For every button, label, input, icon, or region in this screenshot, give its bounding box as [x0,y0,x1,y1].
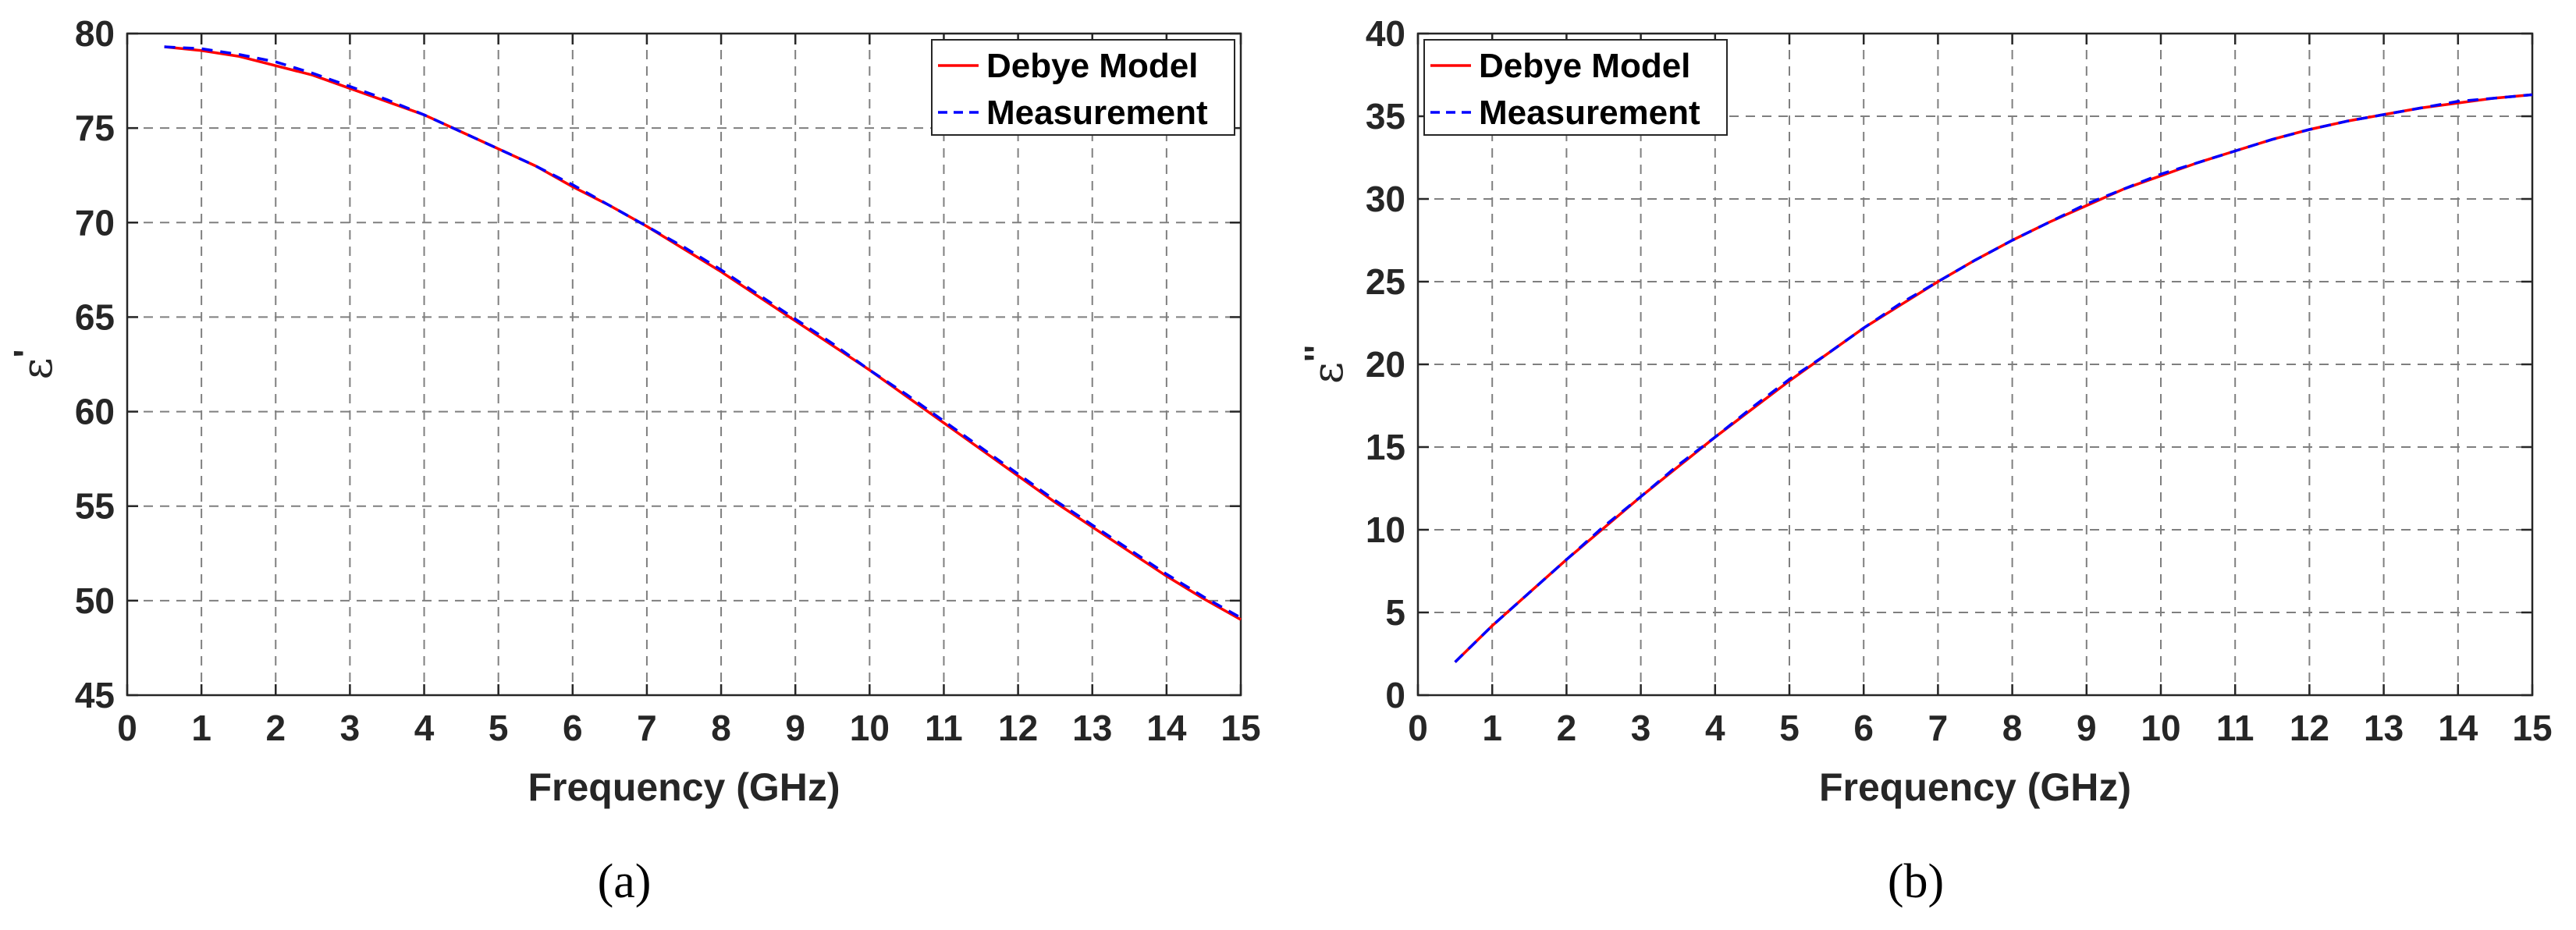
chart-0-ytick-label-1: 50 [75,580,115,621]
chart-0-ytick-label-7: 80 [75,13,115,54]
chart-0-xlabel: Frequency (GHz) [528,765,840,809]
chart-0-xtick-label-5: 5 [489,708,509,748]
chart-0-ytick-label-5: 70 [75,202,115,243]
chart-1-xtick-label-13: 13 [2364,708,2404,748]
chart-0-xtick-label-13: 13 [1072,708,1112,748]
chart-1-ylabel-symbol: ε [1303,362,1352,384]
chart-0-ylabel-symbol: ε [12,357,62,379]
chart-0-series-0-line [164,45,1242,621]
chart-1-panel-label: (b) [1888,855,1944,908]
chart-1-ytick-label-5: 25 [1366,261,1405,302]
chart-0-xtick-label-1: 1 [191,708,211,748]
chart-0-xtick-label-7: 7 [637,708,657,748]
chart-0-legend-label-1: Measurement [986,94,1208,132]
chart-1-xlabel: Frequency (GHz) [1819,765,2131,809]
chart-1-legend-label-1: Measurement [1479,94,1700,132]
chart-0-legend-label-0: Debye Model [986,47,1198,85]
chart-1-xtick-label-9: 9 [2077,708,2097,748]
chart-1-ytick-label-3: 15 [1366,427,1405,467]
chart-1-series-1-line [1454,93,2533,663]
chart-0-xtick-label-3: 3 [340,708,361,748]
chart-0-xtick-label-9: 9 [785,708,805,748]
chart-1-xtick-label-12: 12 [2290,708,2329,748]
chart-0-ytick-label-4: 65 [75,296,115,337]
chart-0-xtick-label-2: 2 [265,708,286,748]
chart-1-ylabel-mark: '' [1297,345,1338,362]
chart-1-xtick-label-3: 3 [1631,708,1651,748]
chart-1: 0 1 2 3 4 5 6 7 8 9 10 11 12 13 14 150510152025303540Fr… [1297,13,2553,809]
chart-1-xtick-label-1: 1 [1482,708,1502,748]
chart-0: 0 1 2 3 4 5 6 7 8 9 10 11 12 13 14 154550556065707580Fr… [6,13,1261,809]
chart-0-xtick-label-8: 8 [711,708,731,748]
chart-1-ytick-label-1: 5 [1385,592,1405,633]
chart-0-legend-box [931,39,1235,136]
chart-1-legend-label-0: Debye Model [1479,47,1690,85]
chart-1-ytick-label-7: 35 [1366,96,1405,137]
chart-0-ytick-label-6: 75 [75,108,115,148]
chart-0-xtick-label-10: 10 [850,708,890,748]
chart-1-legend: Debye Model Measurement [1423,39,1728,136]
chart-1-xtick-label-8: 8 [2002,708,2023,748]
chart-0-panel-label: (a) [598,855,652,908]
chart-0-frame [126,32,1242,697]
chart-1-xtick-label-5: 5 [1779,708,1800,748]
chart-0-ylabel-mark: ' [6,350,47,358]
chart-0-xtick-label-12: 12 [998,708,1038,748]
chart-0-legend: Debye Model Measurement [931,39,1235,136]
chart-1-xtick-label-6: 6 [1853,708,1874,748]
chart-1-legend-box [1423,39,1728,136]
chart-0-xtick-label-4: 4 [414,708,435,748]
chart-0-ytick-label-2: 55 [75,486,115,527]
chart-1-ytick-label-4: 20 [1366,344,1405,385]
chart-0-xtick-label-11: 11 [925,708,963,748]
chart-1-ytick-label-8: 40 [1366,13,1405,54]
chart-1-ylabel: ε'' [1297,345,1352,384]
chart-0-xtick-label-0: 0 [117,708,137,748]
chart-0-ytick-label-0: 45 [75,675,115,715]
chart-0-series-1-line [164,45,1242,619]
chart-1-xtick-label-11: 11 [2216,708,2254,748]
chart-1-xtick-label-15: 15 [2512,708,2552,748]
chart-0-ytick-label-3: 60 [75,392,115,432]
chart-1-xtick-label-0: 0 [1408,708,1428,748]
chart-0-ylabel: ε' [6,350,62,380]
chart-1-xtick-label-4: 4 [1705,708,1725,748]
chart-1-ytick-label-0: 0 [1385,675,1405,715]
chart-1-xtick-label-7: 7 [1928,708,1949,748]
chart-0-xtick-label-6: 6 [563,708,583,748]
chart-1-ytick-label-6: 30 [1366,179,1405,219]
chart-0-xtick-label-15: 15 [1220,708,1260,748]
chart-0-xtick-label-14: 14 [1146,708,1187,748]
chart-1-xtick-label-2: 2 [1557,708,1577,748]
chart-1-xtick-label-10: 10 [2141,708,2180,748]
chart-1-xtick-label-14: 14 [2438,708,2478,748]
chart-0-plot-area [127,34,1241,695]
chart-1-ytick-label-2: 10 [1366,509,1405,550]
